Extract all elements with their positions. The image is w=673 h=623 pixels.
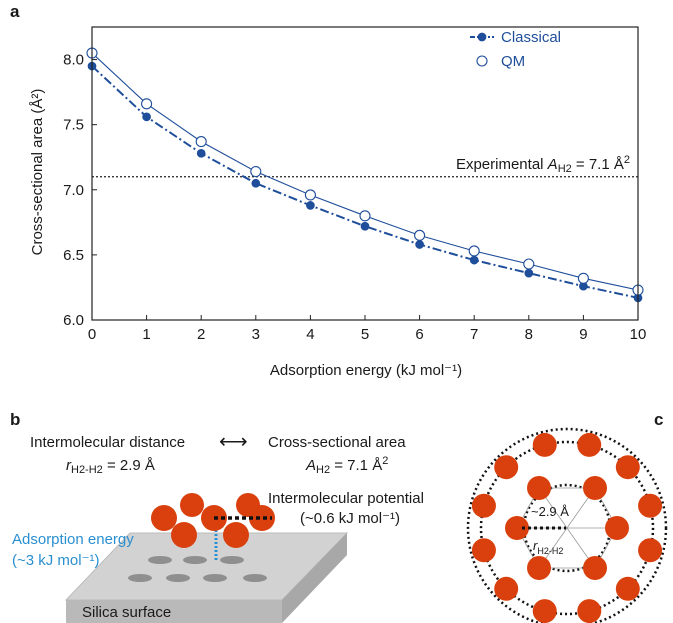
y-tick-label: 7.0	[63, 182, 84, 199]
cross-sectional-area-title: Cross-sectional area	[268, 434, 406, 451]
h2-molecules	[151, 493, 275, 548]
x-tick-label: 3	[252, 326, 260, 343]
outer-ring-molecule	[577, 599, 602, 623]
outer-ring-molecule	[494, 455, 519, 480]
outer-shell-ring	[466, 427, 668, 623]
x-tick-label: 2	[197, 326, 205, 343]
distance-label: ~2.9 Å	[531, 504, 569, 519]
silica-surface-side	[282, 533, 347, 623]
series-line-classical	[91, 65, 639, 299]
data-point-qm	[414, 229, 426, 241]
outer-ring-molecule	[471, 538, 496, 563]
data-point-classical	[524, 268, 534, 278]
data-point-qm	[195, 136, 207, 148]
outer-ring-molecule	[577, 432, 602, 457]
inner-ring-molecule	[527, 556, 551, 580]
outer-ring-molecule	[615, 455, 640, 480]
data-point-classical	[469, 255, 479, 265]
x-tick-label: 1	[142, 326, 150, 343]
x-tick-label: 6	[415, 326, 423, 343]
r-h2-h2-label: rH2-H2	[533, 538, 563, 556]
x-tick-label: 8	[525, 326, 533, 343]
data-point-qm	[304, 189, 316, 201]
outer-ring-molecule	[471, 493, 496, 518]
y-tick-label: 6.0	[63, 312, 84, 329]
data-point-classical	[251, 178, 261, 188]
intermolecular-distance-title: Intermolecular distance	[30, 434, 185, 451]
outer-ring-molecule	[532, 599, 557, 623]
data-point-classical	[196, 148, 206, 158]
packing-panel-c: ~2.9 Å rH2-H2	[466, 427, 668, 623]
a-h2-equation: AH2 = 7.1 Å2	[305, 455, 388, 476]
chart-panel-a: Experimental AH2 = 7.1 Å2 0 1 2 3 4 5 6 7 8 9 10 6.…	[29, 26, 647, 379]
inner-ring-molecule	[505, 516, 529, 540]
intermolecular-potential-label: Intermolecular potential	[268, 490, 424, 507]
chart-legend: Classical QM	[470, 29, 561, 70]
intermolecular-potential-value: (~0.6 kJ mol⁻¹)	[300, 510, 400, 527]
x-tick-label: 10	[630, 326, 647, 343]
data-point-classical	[306, 201, 315, 210]
panel-letter-b: b	[10, 410, 21, 429]
y-tick-label: 7.5	[63, 117, 84, 134]
inner-ring-molecule	[583, 476, 607, 500]
x-tick-label: 5	[361, 326, 369, 343]
x-axis-label: Adsorption energy (kJ mol⁻¹)	[270, 362, 462, 379]
y-tick-label: 8.0	[63, 52, 84, 69]
r-h2-h2-equation: rH2-H2 = 2.9 Å	[66, 457, 155, 476]
panel-letter-c: c	[654, 410, 664, 429]
legend-marker-qm	[476, 55, 488, 67]
ring-molecules	[471, 432, 663, 623]
outer-ring-molecule	[638, 493, 663, 518]
data-point-classical	[415, 240, 424, 249]
data-point-qm	[250, 165, 262, 178]
data-point-qm	[468, 245, 480, 257]
outer-ring-molecule	[494, 576, 519, 601]
panel-letter-a: a	[10, 2, 20, 21]
plot-frame	[91, 26, 639, 321]
double-arrow: ⟷	[219, 431, 248, 453]
legend-label-qm: QM	[501, 53, 525, 70]
data-point-qm	[359, 210, 371, 222]
inner-ring-molecule	[605, 516, 629, 540]
experimental-reference-label: Experimental AH2 = 7.1 Å2	[456, 154, 630, 175]
data-point-classical	[360, 221, 370, 231]
adsorption-energy-value: (~3 kJ mol⁻¹)	[12, 552, 100, 569]
data-point-qm	[577, 272, 589, 284]
x-tick-label: 4	[306, 326, 314, 343]
inner-ring-molecule	[527, 476, 551, 500]
legend-label-classical: Classical	[501, 29, 561, 46]
x-tick-label: 9	[579, 326, 587, 343]
outer-ring-molecule	[615, 576, 640, 601]
data-point-qm	[523, 258, 535, 270]
x-tick-label: 0	[88, 326, 96, 343]
legend-marker-classical	[477, 32, 487, 42]
outer-ring-molecule	[532, 432, 557, 457]
adsorption-sites	[128, 556, 267, 582]
y-tick-label: 6.5	[63, 247, 84, 264]
y-axis-label: Cross-sectional area (Å²)	[29, 89, 46, 256]
middle-shell-ring	[479, 440, 655, 616]
data-point-qm	[141, 98, 153, 110]
data-point-classical	[142, 112, 151, 122]
inner-ring-molecule	[583, 556, 607, 580]
silica-surface-front	[66, 600, 282, 623]
adsorption-energy-label: Adsorption energy	[12, 531, 134, 548]
schematic-panel-b: Intermolecular distance ⟷ Cross-sectiona…	[12, 431, 424, 623]
silica-surface-label: Silica surface	[82, 604, 171, 621]
outer-ring-molecule	[638, 538, 663, 563]
x-tick-label: 7	[470, 326, 478, 343]
